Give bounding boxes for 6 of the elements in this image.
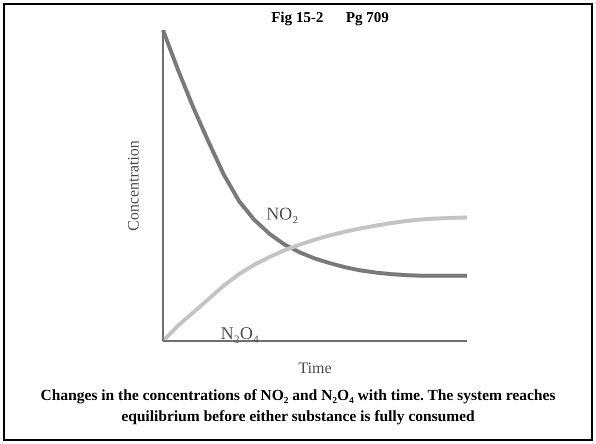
- series-label: NO₂: [266, 204, 298, 224]
- x-axis-title: Time: [298, 360, 332, 377]
- y-axis-title: Concentration: [126, 140, 143, 231]
- series-label: N₂O₄: [220, 323, 260, 344]
- text: Changes in the concentrations of NO₂ and N₂O₄ with time. The system reaches equilibrium before either substance is fully consumed: [40, 386, 556, 427]
- chart-title: Fig 15-2 Pg 709: [270, 10, 390, 27]
